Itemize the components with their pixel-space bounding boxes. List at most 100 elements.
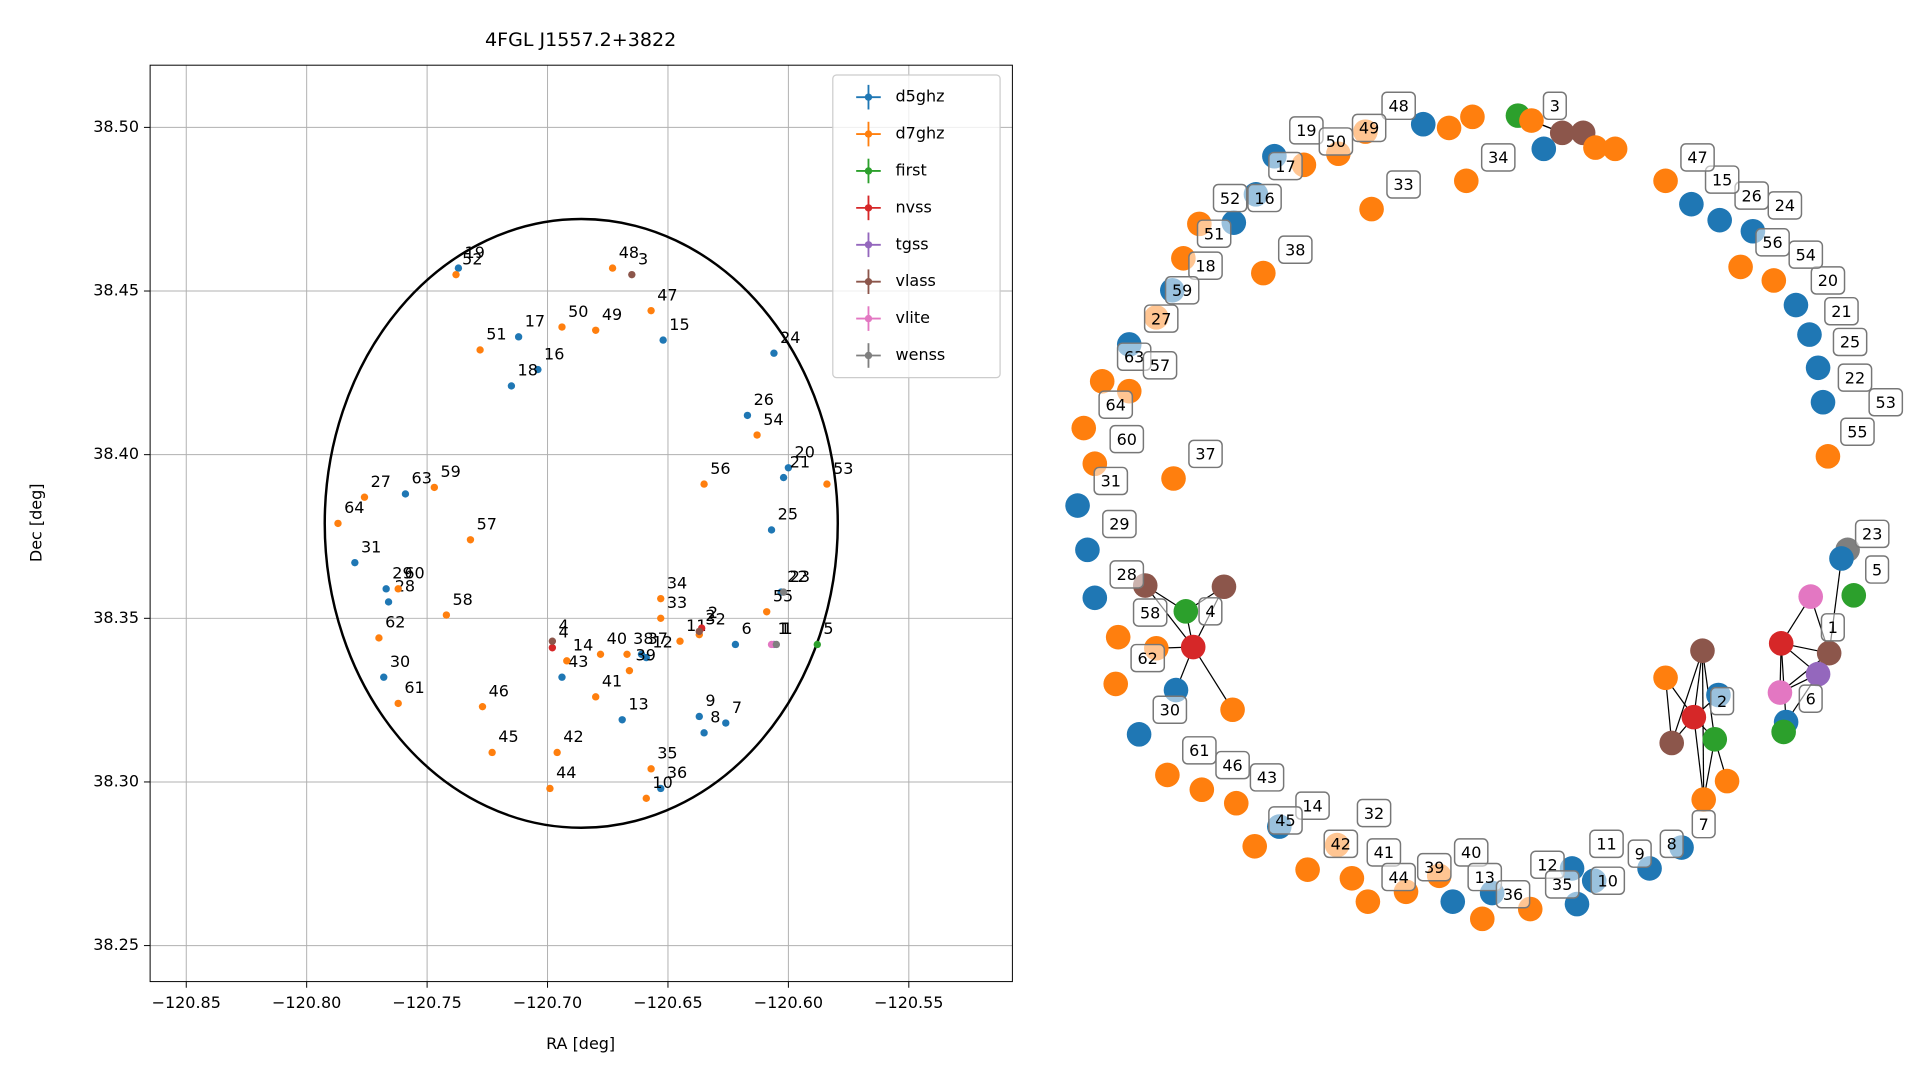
point-label: 47	[657, 285, 677, 304]
node-label-box	[1351, 113, 1387, 143]
graph-edge	[1192, 646, 1234, 711]
node-label: 55	[1847, 422, 1867, 441]
node-label: 13	[1475, 868, 1495, 887]
node-label-box	[1249, 763, 1285, 792]
data-point	[763, 608, 771, 616]
node-label-box	[1102, 509, 1137, 539]
node-label-box	[1098, 390, 1134, 419]
point-label: 61	[404, 678, 424, 697]
node-label-box	[1680, 143, 1715, 172]
point-label: 4	[559, 623, 569, 642]
node-label-box	[1268, 806, 1303, 835]
point-label: 33	[667, 593, 687, 612]
data-point	[722, 719, 730, 727]
point-label: 35	[657, 744, 677, 763]
data-point	[618, 716, 626, 724]
node-label-box	[1198, 597, 1223, 626]
node-label-box	[1188, 439, 1223, 469]
x-tick-label: −120.70	[513, 993, 582, 1012]
data-point	[676, 637, 684, 645]
graph-node	[1211, 574, 1237, 600]
node-label: 57	[1150, 356, 1170, 375]
data-point	[553, 748, 561, 757]
node-label: 34	[1488, 148, 1508, 167]
data-point	[394, 585, 402, 593]
node-label: 25	[1840, 333, 1860, 352]
node-label-box	[1480, 143, 1516, 172]
data-point	[625, 666, 634, 675]
node-label: 17	[1275, 157, 1295, 176]
point-label: 7	[732, 698, 742, 717]
data-point	[659, 336, 667, 344]
point-label: 30	[390, 652, 410, 671]
data-point	[401, 490, 410, 498]
graph-node	[1223, 790, 1249, 816]
graph-node	[1549, 120, 1575, 146]
data-point	[753, 431, 761, 439]
node-label: 4	[1205, 602, 1215, 621]
point-label: 17	[525, 312, 545, 331]
graph-node	[1805, 355, 1831, 381]
point-label: 63	[412, 469, 432, 488]
data-point	[478, 702, 487, 711]
point-label: 3	[638, 249, 648, 268]
data-point	[454, 264, 463, 272]
legend-label: tgss	[896, 234, 929, 253]
point-label: 25	[778, 505, 798, 524]
x-tick-label: −120.55	[874, 993, 943, 1012]
node-label: 39	[1424, 858, 1444, 877]
node-label-box	[1215, 750, 1250, 780]
point-label: 19	[465, 243, 485, 262]
point-label: 32	[705, 609, 725, 628]
node-label-box	[1691, 809, 1716, 839]
point-label: 26	[754, 390, 774, 409]
data-point	[452, 270, 460, 279]
point-label: 1	[780, 619, 790, 638]
graph-node	[1829, 546, 1854, 571]
graph-node	[1355, 889, 1381, 914]
point-label: 42	[563, 727, 583, 746]
node-label: 37	[1195, 445, 1215, 464]
data-point	[514, 333, 523, 341]
point-label: 13	[628, 695, 648, 714]
node-label-box	[1188, 251, 1223, 280]
point-label: 37	[648, 629, 668, 648]
data-point	[628, 270, 636, 279]
point-label: 5	[823, 619, 833, 638]
data-point	[592, 326, 600, 334]
node-label: 40	[1461, 843, 1481, 862]
data-point	[642, 794, 650, 803]
point-label: 55	[773, 587, 793, 606]
point-label: 62	[385, 613, 405, 632]
data-point	[488, 748, 496, 757]
node-label: 51	[1204, 224, 1224, 243]
point-label: 8	[710, 708, 720, 727]
graph-node	[1103, 671, 1129, 697]
data-point	[700, 729, 708, 737]
graph-node	[1161, 466, 1186, 491]
node-label: 14	[1302, 796, 1322, 815]
graph-node	[1220, 697, 1245, 723]
node-label-box	[1212, 183, 1248, 213]
node-label-box	[1295, 791, 1330, 820]
point-label: 52	[462, 249, 482, 268]
graph-node	[1841, 583, 1867, 608]
node-label: 63	[1124, 347, 1144, 366]
graph-node	[1155, 762, 1180, 788]
data-point	[695, 712, 703, 721]
point-label: 41	[602, 672, 622, 691]
data-point	[430, 483, 439, 492]
y-tick-label: 38.45	[93, 281, 139, 300]
data-point	[548, 637, 557, 645]
point-label: 45	[498, 727, 518, 746]
node-label: 21	[1831, 302, 1851, 321]
point-label: 53	[833, 459, 853, 478]
legend-marker	[864, 241, 873, 249]
data-point	[647, 306, 655, 315]
graph-node	[1469, 906, 1495, 932]
legend-label: vlass	[896, 271, 936, 290]
node-label-box	[1416, 852, 1452, 882]
data-point	[608, 264, 617, 272]
graph-node	[1707, 207, 1732, 233]
